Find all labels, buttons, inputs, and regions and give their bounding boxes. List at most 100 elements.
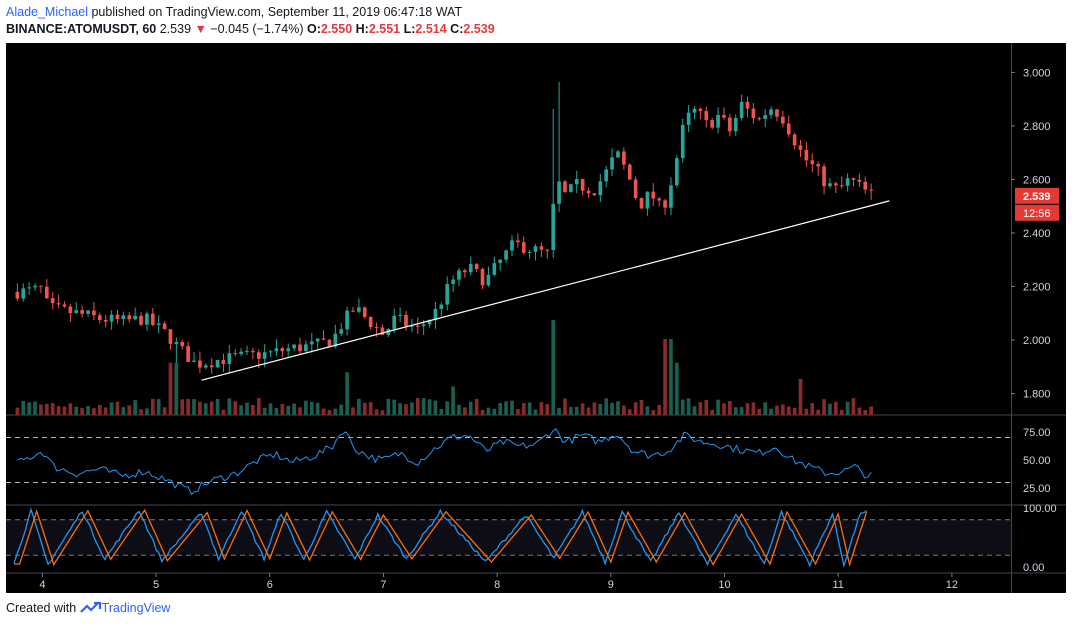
candle-body[interactable] [504,250,508,260]
candle-body[interactable] [863,181,868,190]
candle-body[interactable] [304,344,308,352]
candle-body[interactable] [74,310,79,314]
candle-body[interactable] [221,360,226,364]
candle-body[interactable] [186,346,190,362]
candle-body[interactable] [362,307,367,318]
candle-body[interactable] [516,240,520,243]
candle-body[interactable] [692,108,697,113]
candle-body[interactable] [392,315,397,329]
candle-body[interactable] [15,291,20,299]
candle-body[interactable] [592,193,597,196]
candle-body[interactable] [380,327,385,335]
candle-body[interactable] [822,166,826,187]
candle-body[interactable] [404,314,408,326]
candle-body[interactable] [421,324,426,327]
candle-body[interactable] [309,341,314,345]
candle-body[interactable] [716,114,720,128]
candle-body[interactable] [457,270,461,280]
candle-body[interactable] [604,169,609,182]
candle-body[interactable] [834,183,838,186]
candle-body[interactable] [451,279,455,284]
candle-body[interactable] [616,151,620,158]
candle-body[interactable] [121,315,126,319]
candle-body[interactable] [745,101,750,109]
candle-body[interactable] [669,185,673,208]
candle-body[interactable] [209,365,214,368]
candle-body[interactable] [262,352,267,359]
candle-body[interactable] [781,116,785,124]
candle-body[interactable] [321,338,326,340]
candle-body[interactable] [115,314,120,319]
candle-body[interactable] [663,200,667,208]
candle-body[interactable] [227,353,232,364]
candle-body[interactable] [839,185,844,187]
candle-body[interactable] [816,164,820,167]
candle-body[interactable] [598,181,603,196]
candle-body[interactable] [256,352,261,359]
candle-body[interactable] [44,286,49,299]
candle-body[interactable] [845,178,850,186]
candle-body[interactable] [569,184,573,192]
candle-body[interactable] [869,189,873,191]
candle-body[interactable] [851,178,856,180]
candle-body[interactable] [245,350,249,352]
candle-body[interactable] [439,304,444,309]
candle-body[interactable] [68,306,73,314]
trendline[interactable] [201,200,890,381]
candle-body[interactable] [368,317,373,328]
candle-body[interactable] [510,240,514,251]
candle-body[interactable] [586,190,591,194]
candle-body[interactable] [251,350,255,353]
price-axes[interactable]: 3.000 2.800 2.600 2.400 2.200 2.000 1.800 2.539… [1011,43,1059,593]
candle-body[interactable] [127,315,132,320]
candle-body[interactable] [786,123,791,135]
candle-body[interactable] [203,365,208,368]
candle-body[interactable] [162,323,167,330]
candle-body[interactable] [486,274,491,286]
candle-body[interactable] [239,351,243,354]
candle-body[interactable] [733,118,738,132]
candle-body[interactable] [433,308,438,320]
candle-body[interactable] [657,198,662,201]
candle-body[interactable] [92,310,96,316]
candle-body[interactable] [680,124,685,159]
candle-body[interactable] [315,338,320,342]
candle-body[interactable] [645,191,650,209]
candle-body[interactable] [286,348,291,352]
candle-body[interactable] [639,197,644,209]
candle-body[interactable] [739,101,744,119]
candle-body[interactable] [686,112,691,125]
candle-body[interactable] [622,151,626,165]
candle-body[interactable] [633,179,638,198]
candle-body[interactable] [21,288,26,299]
candle-body[interactable] [521,242,526,253]
rsi-pane[interactable]: 75.00 50.00 25.00 [6,427,1051,495]
candle-body[interactable] [192,360,196,362]
candle-body[interactable] [410,325,414,327]
candle-body[interactable] [480,268,485,286]
candle-body[interactable] [415,325,420,327]
candle-body[interactable] [468,264,473,273]
candle-body[interactable] [86,310,90,314]
candle-body[interactable] [298,344,302,352]
candle-body[interactable] [798,145,803,150]
candle-body[interactable] [474,264,479,269]
candle-body[interactable] [62,304,67,307]
candle-body[interactable] [610,157,614,170]
candle-body[interactable] [498,259,503,264]
candle-body[interactable] [97,315,102,320]
candle-body[interactable] [133,315,137,320]
candle-body[interactable] [757,118,762,120]
candle-body[interactable] [180,341,185,347]
stoch-d-line[interactable] [14,508,868,567]
tradingview-link[interactable]: TradingView [101,601,171,615]
candle-body[interactable] [539,246,544,250]
candle-body[interactable] [728,117,732,132]
candle-body[interactable] [698,108,703,112]
stoch-k-line[interactable] [13,507,868,568]
candle-body[interactable] [751,108,756,119]
candle-body[interactable] [333,333,338,347]
candle-body[interactable] [292,344,296,349]
candle-body[interactable] [56,303,61,305]
